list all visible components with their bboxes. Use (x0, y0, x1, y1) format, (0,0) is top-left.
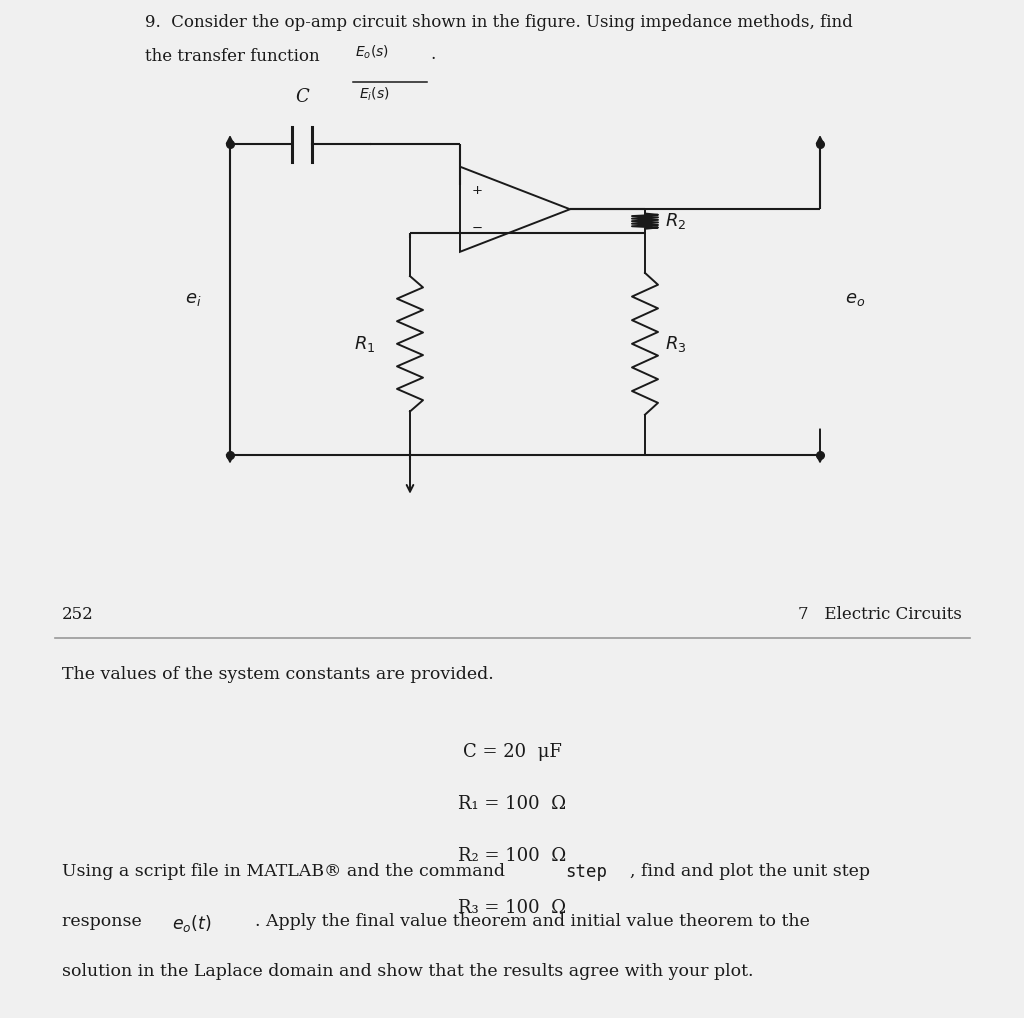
Text: $e_o$: $e_o$ (845, 290, 865, 308)
Text: step: step (565, 863, 607, 881)
Text: R₂ = 100  Ω: R₂ = 100 Ω (458, 847, 566, 865)
Text: $e_o(t)$: $e_o(t)$ (172, 913, 212, 934)
Text: $e_i$: $e_i$ (185, 290, 202, 308)
Text: solution in the Laplace domain and show that the results agree with your plot.: solution in the Laplace domain and show … (62, 963, 754, 980)
Text: C = 20  μF: C = 20 μF (463, 743, 561, 761)
Text: . Apply the final value theorem and initial value theorem to the: . Apply the final value theorem and init… (255, 913, 810, 930)
Text: .: . (430, 46, 435, 63)
Text: The values of the system constants are provided.: The values of the system constants are p… (62, 666, 494, 683)
Text: 7   Electric Circuits: 7 Electric Circuits (798, 606, 962, 623)
Text: −: − (472, 222, 483, 234)
Text: +: + (472, 184, 483, 197)
Text: $E_o(s)$: $E_o(s)$ (355, 44, 389, 61)
Text: Using a script file in MATLAB® and the command: Using a script file in MATLAB® and the c… (62, 863, 511, 880)
Text: R₃ = 100  Ω: R₃ = 100 Ω (458, 899, 566, 917)
Text: R₁ = 100  Ω: R₁ = 100 Ω (458, 795, 566, 813)
Text: , find and plot the unit step: , find and plot the unit step (630, 863, 870, 880)
Text: $R_1$: $R_1$ (353, 334, 375, 354)
Text: response: response (62, 913, 147, 930)
Text: $R_2$: $R_2$ (665, 211, 686, 231)
Text: 252: 252 (62, 606, 94, 623)
Text: the transfer function: the transfer function (145, 48, 325, 65)
Text: C: C (296, 89, 309, 106)
Text: 9.  Consider the op-amp circuit shown in the figure. Using impedance methods, fi: 9. Consider the op-amp circuit shown in … (145, 14, 853, 31)
Text: $E_i(s)$: $E_i(s)$ (359, 87, 390, 104)
Text: $R_3$: $R_3$ (665, 334, 686, 354)
